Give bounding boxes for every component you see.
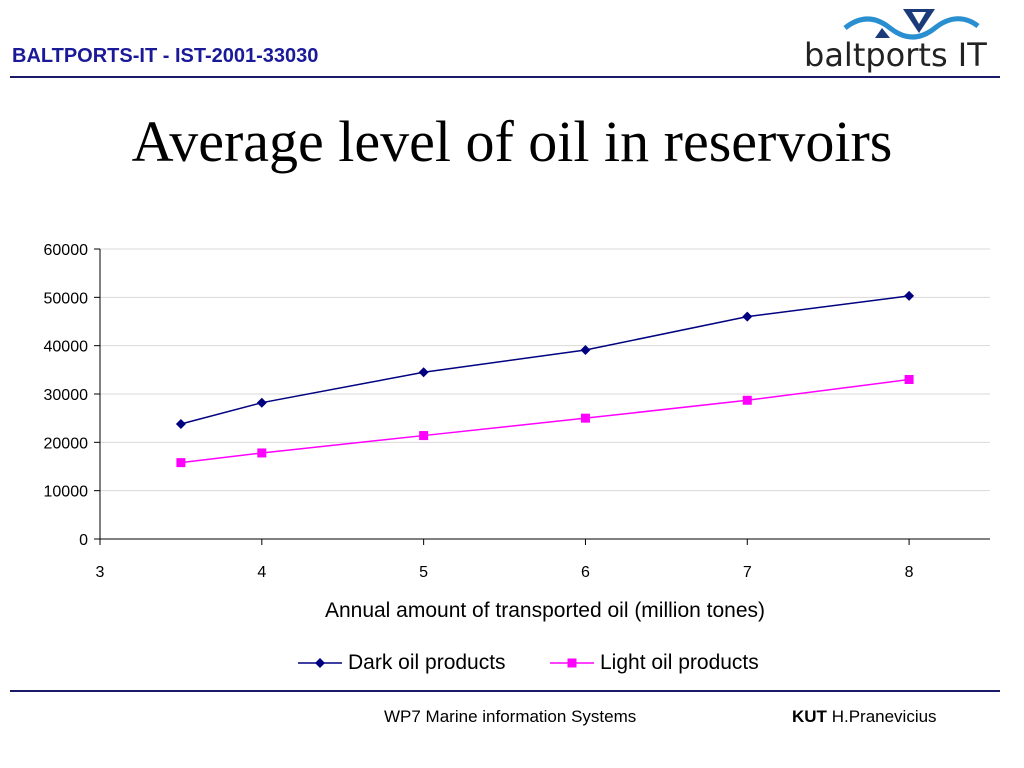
footer-divider	[10, 690, 1000, 692]
legend: Dark oil products Light oil products	[298, 651, 759, 674]
series-light-oil-products	[176, 375, 914, 468]
project-title: BALTPORTS-IT - IST-2001-33030	[12, 45, 319, 67]
x-tick-label: 4	[257, 564, 266, 581]
data-point-diamond	[742, 311, 753, 322]
footer-org: KUT	[792, 707, 827, 726]
data-point-square	[742, 395, 752, 405]
data-point-square	[176, 458, 186, 468]
footer-credit: KUT H.Pranevicius	[792, 707, 937, 727]
header-divider	[10, 76, 1000, 78]
data-point-diamond	[418, 367, 429, 378]
data-point-square	[257, 448, 267, 458]
baltports-logo: baltports IT	[800, 6, 990, 76]
data-point-diamond	[904, 290, 915, 301]
legend-label: Dark oil products	[348, 651, 506, 674]
logo-text: baltports IT	[804, 36, 987, 74]
y-tick-label: 20000	[44, 435, 89, 452]
data-point-square	[567, 658, 577, 668]
data-point-diamond	[175, 418, 186, 429]
x-tick-label: 5	[419, 564, 428, 581]
data-point-square	[580, 413, 590, 423]
y-tick-label: 30000	[44, 387, 89, 404]
y-tick-label: 0	[79, 532, 88, 549]
y-tick-label: 40000	[44, 339, 89, 356]
footer-author: H.Pranevicius	[831, 707, 937, 726]
x-tick-label: 7	[743, 564, 752, 581]
y-tick-label: 10000	[44, 484, 89, 501]
slide-title: Average level of oil in reservoirs	[131, 109, 893, 174]
x-tick-label: 6	[581, 564, 590, 581]
series-line	[180, 295, 910, 425]
axes	[94, 248, 990, 545]
wave-logo-icon	[843, 9, 980, 40]
grid-lines	[100, 248, 990, 492]
legend-item: Light oil products	[550, 651, 759, 674]
series	[175, 290, 915, 468]
tick-labels: 0 10000 20000 30000 40000 50000 60000 3 4 5 6 7 8	[44, 242, 914, 581]
data-point-diamond	[580, 345, 591, 356]
legend-item: Dark oil products	[298, 651, 506, 674]
data-point-diamond	[256, 397, 267, 408]
y-tick-label: 50000	[44, 290, 89, 307]
y-tick-label: 60000	[44, 242, 89, 259]
x-tick-label: 8	[905, 564, 914, 581]
data-point-diamond	[315, 658, 325, 668]
legend-label: Light oil products	[600, 651, 759, 674]
x-axis-label: Annual amount of transported oil (millio…	[325, 599, 765, 622]
data-point-square	[419, 431, 429, 441]
series-dark-oil-products	[175, 290, 915, 429]
footer-workpackage: WP7 Marine information Systems	[384, 707, 637, 726]
data-point-square	[904, 375, 914, 384]
series-line	[180, 378, 910, 464]
line-chart: 0 10000 20000 30000 40000 50000 60000 3 4 5 6 7 8 An…	[44, 242, 990, 674]
x-tick-label: 3	[96, 564, 105, 581]
